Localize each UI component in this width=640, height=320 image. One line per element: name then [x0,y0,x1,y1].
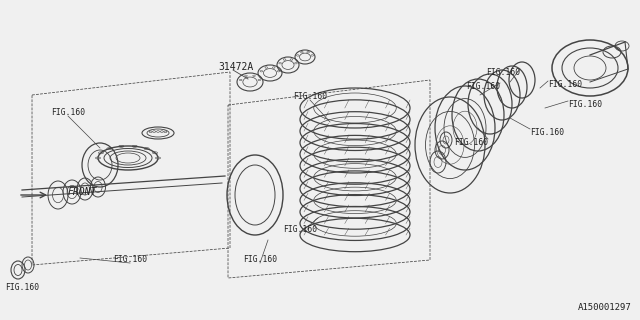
Text: FIG.160: FIG.160 [466,82,500,91]
Text: FRONT: FRONT [68,187,97,197]
Text: A150001297: A150001297 [579,303,632,312]
Text: FIG.160: FIG.160 [113,255,147,264]
Text: FIG.160: FIG.160 [568,100,602,109]
Text: FIG.160: FIG.160 [5,283,39,292]
Text: FIG.160: FIG.160 [530,128,564,137]
Text: FIG.160: FIG.160 [293,92,327,101]
Text: FIG.160: FIG.160 [548,80,582,89]
Text: FIG.160: FIG.160 [243,255,277,264]
Text: FIG.160: FIG.160 [283,225,317,234]
Text: FIG.160: FIG.160 [486,68,520,77]
Text: FIG.160: FIG.160 [454,138,488,147]
Text: FIG.160: FIG.160 [51,108,85,117]
Text: 31472A: 31472A [218,62,253,72]
